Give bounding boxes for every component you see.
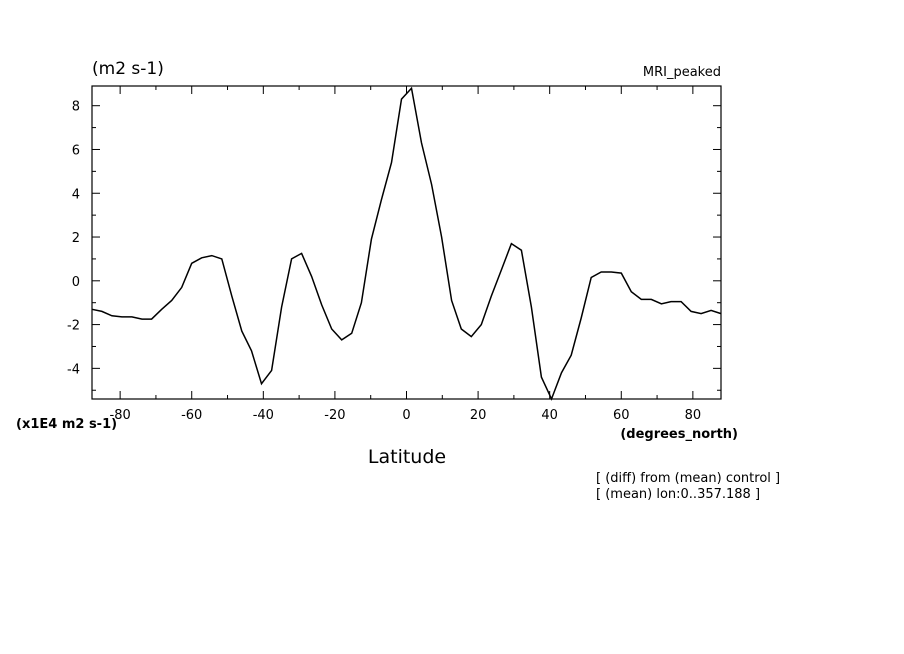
chart-title: MRI_peaked xyxy=(643,65,721,80)
x-tick-label: 0 xyxy=(402,408,410,423)
y-tick-label: 6 xyxy=(72,143,80,158)
x-axis-title: Latitude xyxy=(368,446,446,468)
x-tick-label: 40 xyxy=(541,408,558,423)
tick-layer xyxy=(92,86,721,399)
x-tick-label: 80 xyxy=(685,408,702,423)
x-tick-label: 20 xyxy=(470,408,487,423)
x-tick-label: -80 xyxy=(110,408,131,423)
annotation-diff: [ (diff) from (mean) control ] xyxy=(596,471,780,486)
x-tick-label: -40 xyxy=(253,408,274,423)
y-tick-label: 4 xyxy=(72,187,80,202)
x-tick-label: -20 xyxy=(324,408,345,423)
x-tick-label: -60 xyxy=(181,408,202,423)
y-tick-label: 2 xyxy=(72,231,80,246)
y-tick-label: -4 xyxy=(67,362,80,377)
y-tick-label: 8 xyxy=(72,100,80,115)
annotation-mean: [ (mean) lon:0..357.188 ] xyxy=(596,487,760,502)
series-line xyxy=(91,86,722,401)
series-layer xyxy=(91,86,722,401)
y-scale-note: (x1E4 m2 s-1) xyxy=(16,417,117,432)
y-tick-label: -2 xyxy=(67,319,80,334)
x-tick-label: 60 xyxy=(613,408,630,423)
x-units-label: (degrees_north) xyxy=(620,427,738,442)
plot-frame xyxy=(91,85,722,400)
y-tick-label: 0 xyxy=(72,275,80,290)
y-units-label: (m2 s-1) xyxy=(92,59,164,79)
